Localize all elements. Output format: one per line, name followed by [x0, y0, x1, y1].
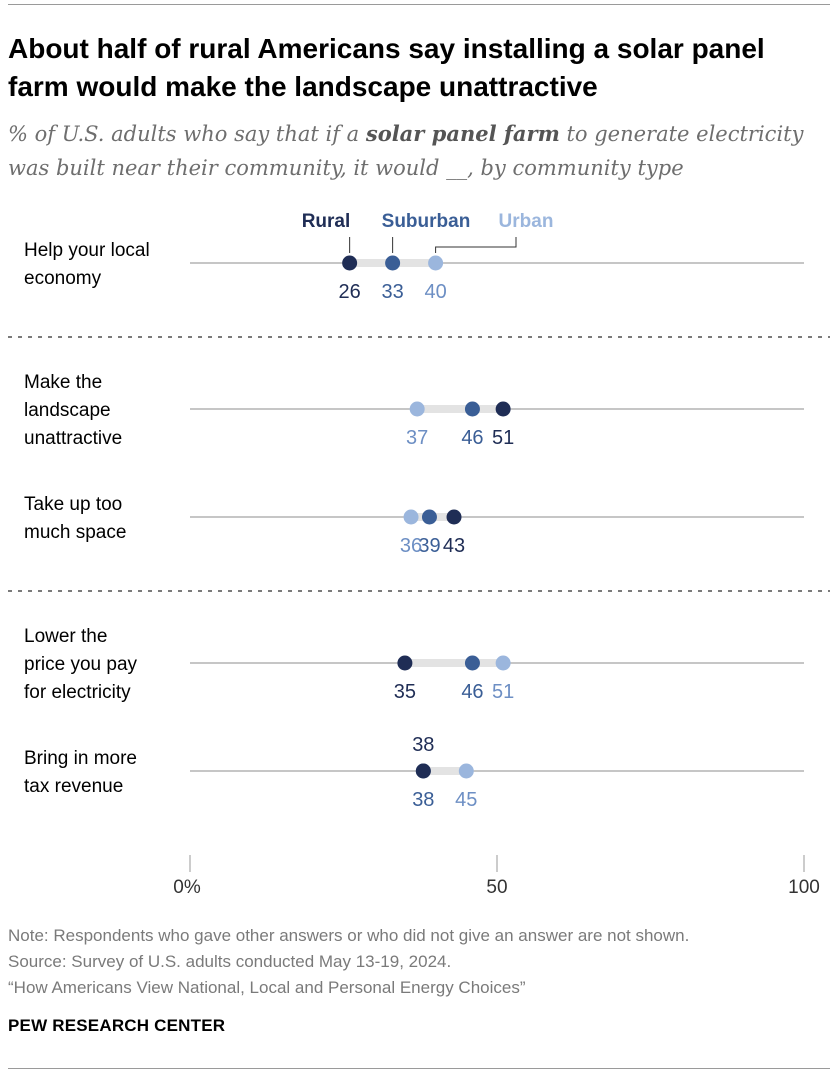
data-label-suburban: 39: [418, 535, 440, 557]
row-label-line: Bring in more: [24, 748, 137, 769]
row-label-line: much space: [24, 522, 126, 543]
data-label-urban: 40: [424, 281, 446, 303]
x-tick-label: 50: [486, 877, 507, 895]
legend-urban: Urban: [499, 211, 554, 232]
data-label-rural: 26: [339, 281, 361, 303]
data-label-suburban: 33: [381, 281, 403, 303]
dot-plot: Help your local economy 26 33 40 Rural Suburba…: [8, 211, 830, 895]
data-label-urban: 37: [406, 427, 428, 449]
row-label-line: landscape: [24, 400, 111, 421]
chart-title: About half of rural Americans say instal…: [8, 33, 765, 102]
dot-suburban: [421, 509, 437, 525]
data-label-rural: 35: [394, 681, 416, 703]
row-label-line: Help your local: [24, 240, 150, 261]
data-label-rural: 43: [443, 535, 465, 557]
row-label-line: unattractive: [24, 428, 122, 449]
dot-urban: [428, 255, 444, 271]
data-label-rural: 51: [492, 427, 514, 449]
row-label-line: Make the: [24, 372, 102, 393]
dot-suburban: [464, 655, 480, 671]
dot-urban: [495, 655, 511, 671]
subtitle-text-end: to generate electricity was built near t…: [8, 122, 804, 180]
row-label-line: for electricity: [24, 682, 131, 703]
data-label-rural: 38: [412, 734, 434, 756]
data-label-suburban: 38: [412, 789, 434, 811]
data-label-suburban: 46: [461, 427, 483, 449]
pew-research-center-logo: PEW RESEARCH CENTER: [8, 1016, 226, 1035]
row-label-line: Lower the: [24, 626, 107, 647]
row-label-line: Take up too: [24, 494, 122, 515]
row-label-line: tax revenue: [24, 776, 123, 797]
bottom-rule: [8, 1068, 830, 1069]
data-label-urban: 45: [455, 789, 477, 811]
top-rule: [8, 4, 830, 5]
dot-rural: [446, 509, 462, 525]
row-label-line: price you pay: [24, 654, 138, 675]
x-tick-label: 100: [788, 877, 820, 895]
data-label-suburban: 46: [461, 681, 483, 703]
x-tick-label: 0%: [173, 877, 201, 895]
subtitle-emphasis: solar panel farm: [365, 121, 560, 146]
dot-urban: [409, 401, 425, 417]
dot-rural: [342, 255, 358, 271]
legend-suburban: Suburban: [382, 211, 471, 232]
footer-report-title: “How Americans View National, Local and …: [8, 978, 526, 997]
dot-rural: [397, 655, 413, 671]
legend-leader-urban: [435, 237, 517, 253]
dot-urban: [458, 763, 474, 779]
dot-suburban: [464, 401, 480, 417]
subtitle-text-start: % of U.S. adults who say that if a: [8, 122, 366, 146]
chart-subtitle: % of U.S. adults who say that if a solar…: [8, 117, 828, 185]
dot-rural: [495, 401, 511, 417]
dot-urban: [403, 509, 419, 525]
footer-source: Source: Survey of U.S. adults conducted …: [8, 952, 452, 971]
dot-suburban: [385, 255, 401, 271]
data-label-urban: 51: [492, 681, 514, 703]
dot-rural: [415, 763, 431, 779]
footer-note: Note: Respondents who gave other answers…: [8, 926, 690, 945]
legend-rural: Rural: [302, 211, 351, 232]
data-label-urban: 36: [400, 535, 422, 557]
row-label-line: economy: [24, 268, 102, 289]
